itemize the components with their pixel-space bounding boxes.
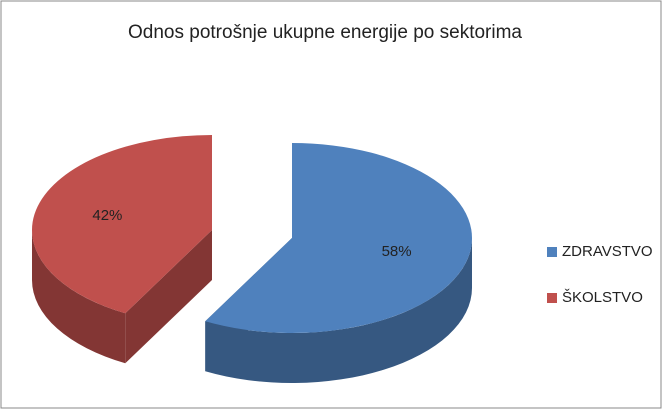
legend-swatch	[547, 247, 557, 257]
slice-wall	[32, 230, 126, 364]
data-label: 42%	[92, 207, 122, 224]
pie-slice	[205, 143, 472, 333]
legend-label: ZDRAVSTVO	[562, 243, 653, 260]
legend-swatch	[547, 293, 557, 303]
chart-title: Odnos potrošnje ukupne energije po sekto…	[128, 22, 522, 43]
slice-wall	[205, 238, 472, 383]
legend-label: ŠKOLSTVO	[562, 289, 643, 306]
slice-side	[125, 230, 212, 364]
data-label: 58%	[382, 243, 412, 260]
pie-slice	[31, 135, 212, 314]
